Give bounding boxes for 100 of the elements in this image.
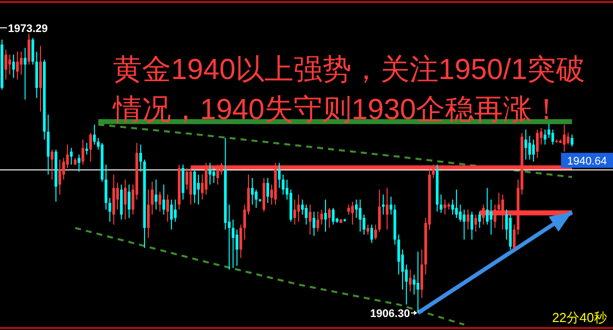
candlestick xyxy=(358,199,362,232)
candlestick xyxy=(193,169,196,204)
candlestick xyxy=(58,159,62,196)
candlestick xyxy=(478,211,481,228)
candlestick xyxy=(501,194,504,230)
candlestick xyxy=(85,142,88,156)
candlestick xyxy=(562,124,566,152)
candlestick xyxy=(482,204,485,226)
candlestick xyxy=(278,162,281,188)
candlestick xyxy=(328,207,331,228)
candlestick xyxy=(204,162,208,196)
candlestick xyxy=(116,182,119,210)
candlestick xyxy=(8,54,12,76)
candlestick xyxy=(108,197,112,222)
candlestick xyxy=(455,189,458,218)
candlestick xyxy=(28,33,30,66)
candlestick xyxy=(528,135,531,160)
candlestick xyxy=(162,184,166,216)
candlestick xyxy=(236,229,238,266)
candlestick xyxy=(512,224,516,250)
candlestick xyxy=(166,194,169,222)
candlestick xyxy=(78,154,80,172)
candlestick xyxy=(12,54,15,78)
candlestick xyxy=(139,144,142,172)
candlestick xyxy=(93,124,96,146)
candlestick xyxy=(197,174,200,206)
candlestick xyxy=(208,162,212,186)
candlestick xyxy=(408,269,412,292)
candlestick xyxy=(220,162,223,176)
candlestick xyxy=(212,167,216,184)
candlestick xyxy=(490,199,492,236)
candlestick xyxy=(548,123,550,138)
candlestick xyxy=(128,184,130,218)
candlestick xyxy=(378,189,381,232)
candlestick xyxy=(444,199,446,216)
candlestick xyxy=(374,224,377,240)
text: 黄金1940以上强势，关注1950/1突破情况，1940失守则1930企稳再涨！ xyxy=(113,53,586,128)
candlestick xyxy=(189,167,192,206)
candlestick xyxy=(382,194,385,216)
candlestick xyxy=(308,204,312,236)
candlestick xyxy=(494,204,496,228)
candlestick xyxy=(147,189,150,238)
candlestick xyxy=(24,47,26,100)
candlestick xyxy=(324,199,327,232)
candlestick xyxy=(570,134,574,148)
candlestick xyxy=(70,147,73,166)
annotation: 1906.30 xyxy=(370,308,410,320)
candlestick xyxy=(440,194,442,214)
candlestick xyxy=(532,139,535,162)
candlestick xyxy=(470,211,474,240)
candlestick xyxy=(170,199,173,230)
candlestick xyxy=(370,224,374,244)
candlestick xyxy=(31,37,34,66)
candlestick xyxy=(293,199,296,226)
candlestick xyxy=(386,187,388,230)
candlestick xyxy=(354,199,358,218)
candlestick xyxy=(432,164,435,178)
annotation: 22分40秒 xyxy=(552,310,607,325)
candlestick xyxy=(104,164,108,210)
candlestick xyxy=(82,139,84,166)
candlestick xyxy=(312,211,316,236)
candlestick xyxy=(50,149,54,180)
candlestick xyxy=(304,204,308,226)
candlestick xyxy=(351,201,354,226)
candlestick xyxy=(124,179,127,220)
candlestick xyxy=(486,187,489,226)
candlestick xyxy=(397,234,400,276)
candlestick xyxy=(250,177,254,206)
candlestick xyxy=(566,132,570,146)
candlestick xyxy=(536,129,539,158)
candlestick xyxy=(174,199,177,222)
candlestick xyxy=(297,194,300,222)
annotation: 1973.29 xyxy=(8,22,48,35)
candlestick xyxy=(544,129,546,146)
candlestick xyxy=(62,157,65,180)
candlestick xyxy=(4,49,8,80)
candlestick xyxy=(462,209,466,240)
candlestick xyxy=(332,207,335,226)
candlestick xyxy=(20,51,23,76)
candlestick xyxy=(150,181,154,216)
candlestick xyxy=(186,167,188,190)
candlestick xyxy=(466,209,470,230)
candlestick xyxy=(282,174,284,196)
candlestick xyxy=(390,196,392,216)
candlestick xyxy=(451,199,454,216)
candlestick xyxy=(474,214,478,232)
candlestick xyxy=(524,129,528,160)
candlestick xyxy=(158,191,162,212)
candlestick xyxy=(266,177,270,204)
candlestick xyxy=(154,179,158,210)
candlestick xyxy=(551,129,554,146)
candlestick xyxy=(16,51,19,80)
candlestick xyxy=(412,274,416,296)
ref-line-label: 1940.64 xyxy=(567,155,607,168)
candlestick xyxy=(416,251,420,314)
candlestick xyxy=(89,132,92,162)
candlestick xyxy=(216,164,220,186)
candlestick xyxy=(301,199,304,216)
candlestick xyxy=(458,204,462,222)
candlestick xyxy=(232,219,234,268)
